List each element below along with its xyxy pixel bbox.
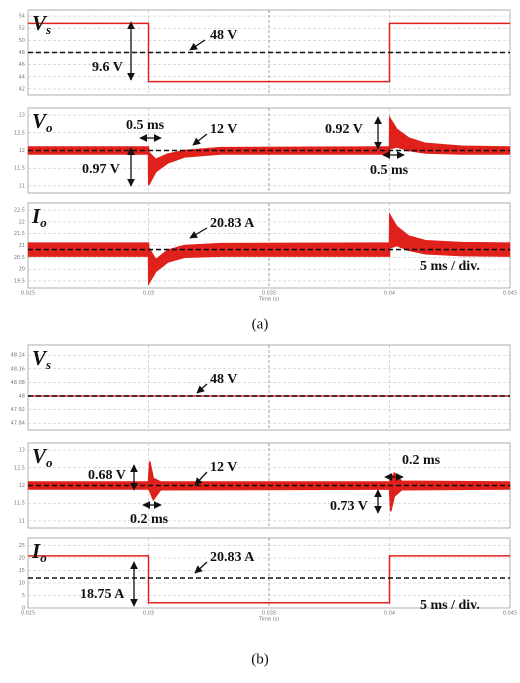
x-tick-label: 0.045 bbox=[503, 291, 517, 297]
y-tick-label: 12 bbox=[19, 148, 25, 154]
annotation-arrow bbox=[189, 227, 208, 239]
y-tick-label: 22 bbox=[19, 219, 25, 225]
y-tick-label: 0 bbox=[22, 606, 25, 612]
y-tick-label: 20.5 bbox=[14, 255, 25, 261]
y-tick-label: 20 bbox=[19, 267, 25, 273]
axis-symbol: Vo bbox=[32, 444, 53, 470]
annotation: 0.68 V bbox=[88, 468, 126, 483]
annotation-arrow bbox=[189, 39, 206, 51]
x-tick-label: 0.04 bbox=[384, 611, 395, 617]
symbol-subscript: s bbox=[45, 22, 51, 37]
y-tick-label: 11 bbox=[19, 183, 25, 189]
symbol-subscript: o bbox=[40, 215, 47, 230]
caption: (a) bbox=[252, 316, 269, 332]
y-tick-label: 50 bbox=[19, 38, 25, 44]
annotation: 20.83 A bbox=[210, 550, 255, 565]
symbol-subscript: s bbox=[45, 357, 51, 372]
annotation: 0.73 V bbox=[330, 499, 368, 514]
y-tick-label: 48.16 bbox=[11, 366, 25, 372]
y-tick-label: 11.5 bbox=[14, 166, 25, 172]
annotation: 12 V bbox=[210, 460, 237, 475]
y-tick-label: 19.5 bbox=[14, 278, 25, 284]
y-tick-label: 22.5 bbox=[14, 208, 25, 214]
series-line bbox=[28, 244, 511, 286]
axis-symbol: Io bbox=[31, 204, 47, 230]
symbol-letter: V bbox=[32, 444, 48, 468]
x-tick-label: 0.04 bbox=[384, 291, 395, 297]
axis-symbol: Vs bbox=[32, 346, 51, 372]
y-tick-label: 25 bbox=[19, 543, 25, 549]
annotation: 5 ms / div. bbox=[420, 598, 480, 613]
y-tick-label: 11.5 bbox=[14, 501, 25, 507]
y-tick-label: 13 bbox=[19, 448, 25, 454]
x-tick-label: 0.025 bbox=[21, 611, 35, 617]
y-tick-label: 52 bbox=[19, 26, 25, 32]
y-tick-label: 42 bbox=[19, 86, 25, 92]
axis-symbol: Io bbox=[31, 539, 47, 565]
y-tick-label: 13 bbox=[19, 113, 25, 119]
symbol-subscript: o bbox=[46, 455, 53, 470]
series-line bbox=[28, 488, 511, 512]
axis-symbol: Vs bbox=[32, 11, 51, 37]
series-line bbox=[28, 555, 510, 604]
symbol-letter: I bbox=[31, 204, 41, 228]
annotation: 5 ms / div. bbox=[420, 259, 480, 274]
y-tick-label: 5 bbox=[22, 593, 25, 599]
symbol-letter: V bbox=[32, 346, 48, 370]
series-line bbox=[28, 115, 511, 161]
symbol-letter: V bbox=[32, 11, 48, 35]
caption: (b) bbox=[251, 651, 269, 667]
annotation: 0.92 V bbox=[325, 122, 363, 137]
y-tick-label: 15 bbox=[19, 568, 25, 574]
y-tick-label: 12 bbox=[19, 483, 25, 489]
y-tick-label: 48.08 bbox=[11, 380, 25, 386]
y-tick-label: 48 bbox=[19, 394, 25, 400]
x-tick-label: 0.03 bbox=[143, 291, 154, 297]
y-tick-label: 21.5 bbox=[14, 231, 25, 237]
annotation: 20.83 A bbox=[210, 216, 255, 231]
annotation: 0.97 V bbox=[82, 162, 120, 177]
axis-symbol: Vo bbox=[32, 109, 53, 135]
annotation: 0.5 ms bbox=[126, 118, 165, 133]
symbol-letter: I bbox=[31, 539, 41, 563]
symbol-subscript: o bbox=[46, 120, 53, 135]
x-tick-label: 0.045 bbox=[503, 611, 517, 617]
y-tick-label: 54 bbox=[19, 14, 25, 20]
x-axis-label: Time (s) bbox=[258, 617, 279, 623]
annotation: 48 V bbox=[210, 28, 237, 43]
series-line bbox=[28, 146, 510, 186]
y-tick-label: 46 bbox=[19, 62, 25, 68]
annotation-arrow bbox=[194, 471, 208, 486]
y-tick-label: 44 bbox=[19, 74, 25, 80]
y-tick-label: 20 bbox=[19, 556, 25, 562]
annotation-arrow bbox=[194, 561, 208, 574]
y-tick-label: 11 bbox=[19, 518, 25, 524]
y-tick-label: 48.24 bbox=[11, 353, 25, 359]
y-tick-label: 47.84 bbox=[11, 421, 25, 427]
annotation: 18.75 A bbox=[80, 587, 125, 602]
y-tick-label: 47.92 bbox=[11, 407, 25, 413]
annotation: 0.2 ms bbox=[130, 512, 169, 527]
annotation: 0.2 ms bbox=[402, 453, 441, 468]
annotation: 12 V bbox=[210, 122, 237, 137]
annotation-arrow bbox=[192, 133, 208, 146]
symbol-subscript: o bbox=[40, 550, 47, 565]
annotation: 0.5 ms bbox=[370, 163, 409, 178]
x-axis-label: Time (s) bbox=[258, 297, 279, 303]
y-tick-label: 10 bbox=[19, 581, 25, 587]
y-tick-label: 12.5 bbox=[14, 130, 25, 136]
x-tick-label: 0.035 bbox=[262, 291, 276, 297]
annotation: 9.6 V bbox=[92, 60, 123, 75]
symbol-letter: V bbox=[32, 109, 48, 133]
x-tick-label: 0.03 bbox=[143, 611, 154, 617]
x-tick-label: 0.035 bbox=[262, 611, 276, 617]
x-tick-label: 0.025 bbox=[21, 291, 35, 297]
y-tick-label: 48 bbox=[19, 50, 25, 56]
y-tick-label: 21 bbox=[19, 243, 25, 249]
y-tick-label: 12.5 bbox=[14, 465, 25, 471]
annotation-arrow bbox=[196, 383, 208, 394]
annotation: 48 V bbox=[210, 372, 237, 387]
